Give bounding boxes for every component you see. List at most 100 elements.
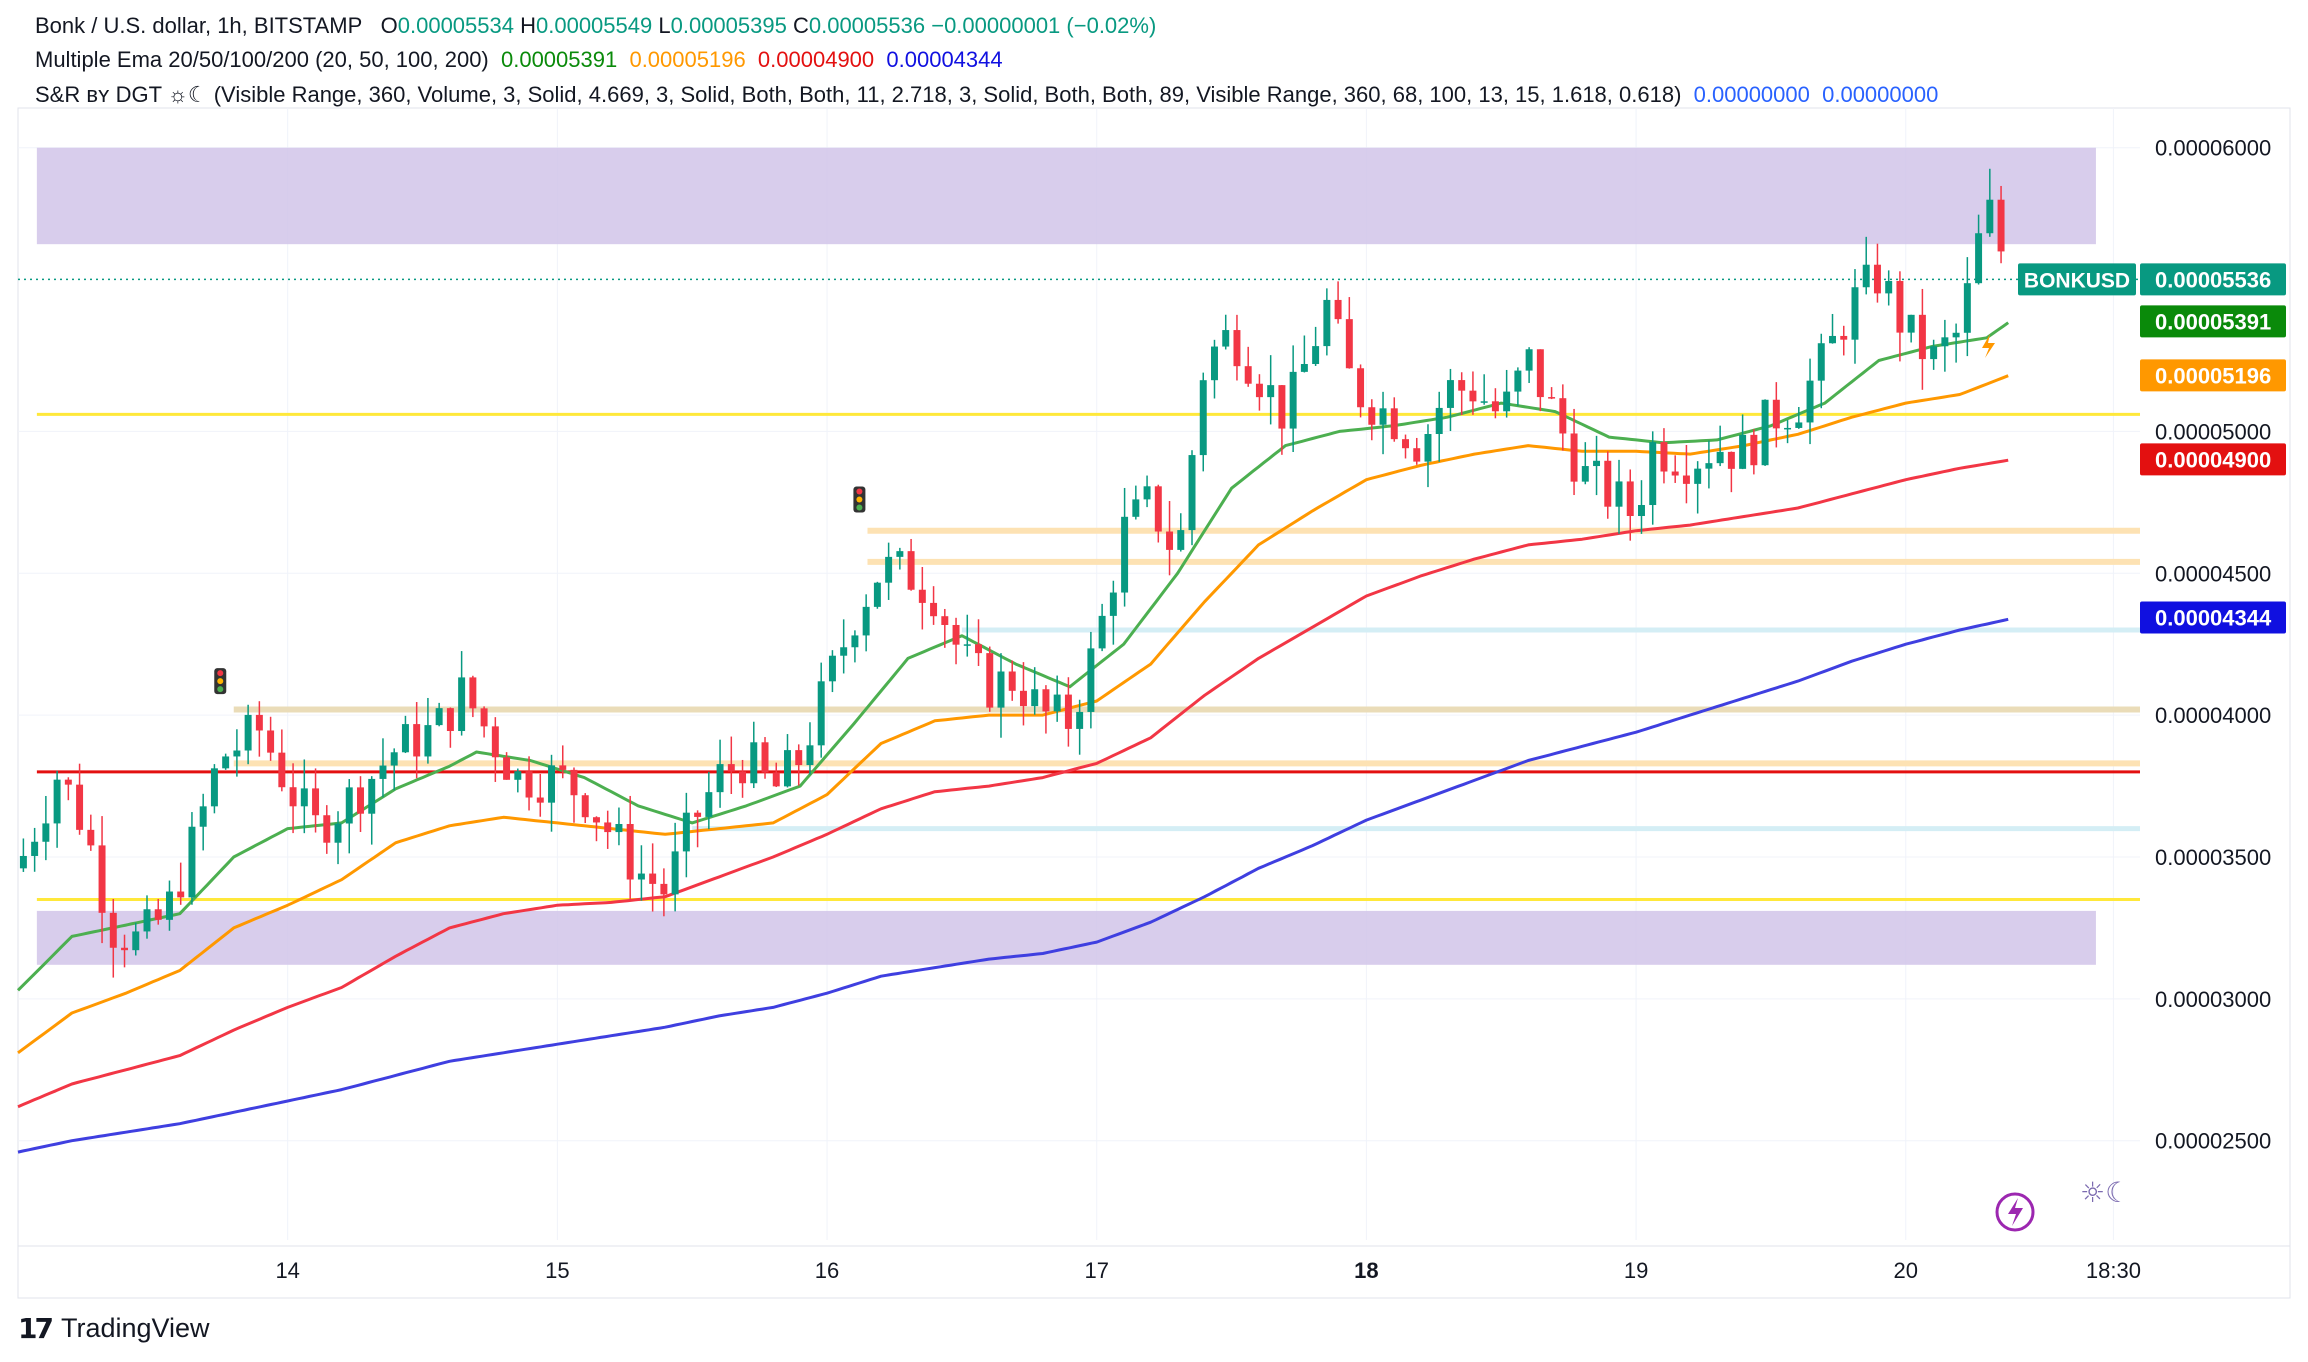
candle[interactable] [1885,270,1893,306]
candle[interactable] [480,706,488,738]
candle[interactable] [918,567,926,630]
candle[interactable] [997,653,1005,738]
candle[interactable] [1997,185,2005,264]
candle[interactable] [491,717,499,782]
candle[interactable] [255,701,263,757]
candle[interactable] [379,738,387,798]
candle[interactable] [1188,450,1196,546]
candle[interactable] [368,776,376,845]
candle[interactable] [188,812,196,905]
candle[interactable] [739,759,747,798]
candle[interactable] [244,704,252,765]
candle[interactable] [1784,420,1792,444]
candle[interactable] [1233,314,1241,381]
candle[interactable] [1840,325,1848,356]
candle[interactable] [312,768,320,833]
candle[interactable] [682,792,690,878]
candle[interactable] [1918,288,1926,390]
candle[interactable] [42,795,50,861]
candle[interactable] [1941,319,1949,372]
candle[interactable] [1064,677,1072,747]
candle[interactable] [1806,358,1814,445]
candle[interactable] [1795,407,1803,429]
candle[interactable] [1727,451,1735,493]
candle[interactable] [401,715,409,754]
candle[interactable] [1525,347,1533,384]
candle[interactable] [581,793,589,824]
candle[interactable] [604,810,612,849]
candle[interactable] [424,697,432,764]
candle[interactable] [1087,631,1095,729]
candle[interactable] [1930,339,1938,370]
candle[interactable] [1896,271,1904,362]
candle[interactable] [907,538,915,591]
candle[interactable] [132,922,140,956]
candle[interactable] [840,619,848,674]
candle[interactable] [548,754,556,832]
candle[interactable] [828,650,836,693]
candle[interactable] [514,768,522,793]
candle[interactable] [289,763,297,834]
candle[interactable] [1986,168,1994,237]
candle[interactable] [469,675,477,718]
candle[interactable] [1649,431,1657,525]
candle[interactable] [1862,236,1870,295]
candle[interactable] [1435,391,1443,462]
candle[interactable] [626,795,634,901]
candle[interactable] [806,722,814,775]
candle[interactable] [536,773,544,817]
candle[interactable] [1682,444,1690,504]
candle[interactable] [1480,374,1488,405]
candle[interactable] [1761,399,1769,466]
candle[interactable] [649,843,657,912]
candle[interactable] [1334,281,1342,324]
candle[interactable] [1177,513,1185,552]
candle[interactable] [1300,335,1308,373]
candle[interactable] [1716,425,1724,467]
candle[interactable] [975,619,982,666]
candle[interactable] [986,646,994,712]
candle[interactable] [885,542,893,600]
candle[interactable] [1345,297,1353,369]
candle[interactable] [660,868,668,917]
candle[interactable] [637,845,645,901]
candle[interactable] [772,762,780,788]
candle[interactable] [1031,667,1039,715]
candle[interactable] [1121,487,1129,607]
candle[interactable] [1312,326,1320,366]
candle[interactable] [750,721,758,789]
candle[interactable] [1199,372,1207,472]
candle[interactable] [559,745,567,779]
tradingview-footer[interactable]: 𝟭𝟳 TradingView [18,1312,210,1345]
candle[interactable] [210,764,218,814]
candle[interactable] [963,614,971,657]
symbol-price-tag[interactable] [2018,263,2136,296]
candle[interactable] [1458,372,1466,416]
candle[interactable] [1907,314,1915,343]
candle[interactable] [1132,485,1140,520]
candle[interactable] [1851,269,1859,364]
candle[interactable] [1963,257,1971,357]
candle[interactable] [458,651,466,736]
candle[interactable] [1042,685,1050,734]
candle[interactable] [1750,429,1758,475]
candle[interactable] [1615,459,1623,534]
candle[interactable] [761,737,769,779]
candle[interactable] [1660,428,1668,484]
candle[interactable] [1503,369,1511,418]
candle[interactable] [165,880,173,931]
price-axis-tag[interactable] [2140,443,2286,476]
candle[interactable] [1019,662,1027,726]
candle[interactable] [1368,399,1376,441]
candle[interactable] [851,630,859,663]
candle[interactable] [1772,382,1780,448]
candle[interactable] [1154,484,1162,543]
candle[interactable] [1491,388,1499,419]
candle[interactable] [1267,355,1275,425]
candle[interactable] [1694,461,1702,514]
candle[interactable] [323,805,331,854]
candle[interactable] [390,748,398,791]
candle[interactable] [862,594,870,652]
candle[interactable] [121,934,129,968]
candle[interactable] [64,777,72,801]
